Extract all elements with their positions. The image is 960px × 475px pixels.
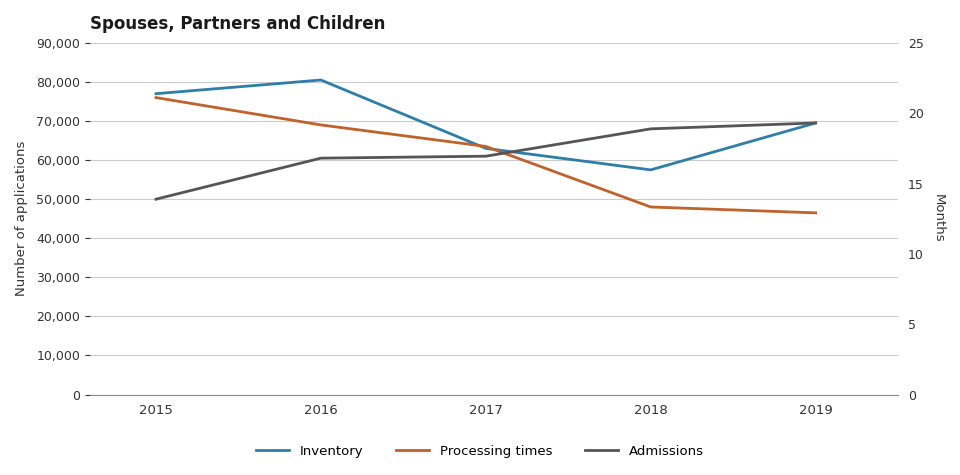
Y-axis label: Months: Months <box>932 194 945 243</box>
Text: Spouses, Partners and Children: Spouses, Partners and Children <box>90 15 385 33</box>
Legend: Inventory, Processing times, Admissions: Inventory, Processing times, Admissions <box>251 440 709 464</box>
Y-axis label: Number of applications: Number of applications <box>15 141 28 296</box>
